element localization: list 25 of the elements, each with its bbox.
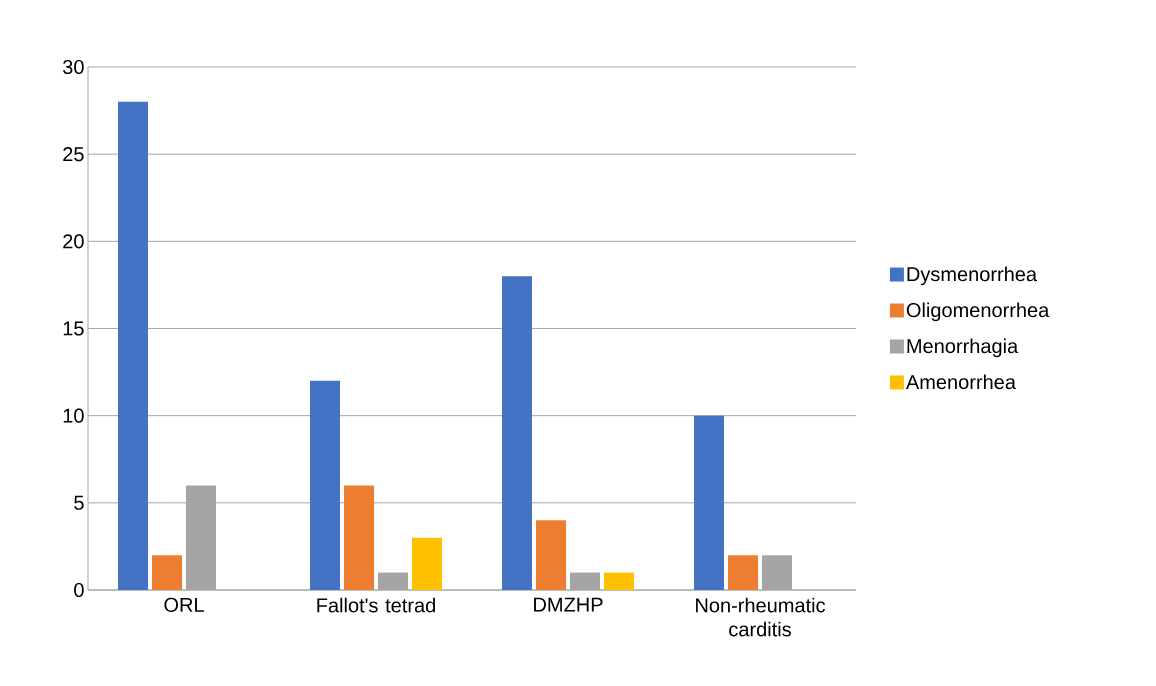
bar — [152, 555, 182, 590]
bar — [118, 101, 148, 590]
y-tick-label: 0 — [74, 582, 84, 598]
bar — [728, 555, 759, 590]
x-tick-label: ORL — [164, 597, 204, 612]
x-tick-label: DMZHP — [534, 597, 603, 612]
y-tick-label: 10 — [63, 408, 84, 423]
y-tick-label: 5 — [74, 495, 84, 510]
bar — [344, 485, 374, 590]
y-tick-label: 20 — [63, 234, 84, 249]
bar — [310, 380, 340, 590]
bar — [604, 572, 635, 590]
y-tick-label: 30 — [63, 59, 84, 75]
bar — [412, 537, 442, 590]
bar — [694, 415, 725, 590]
x-tick-label: Fallot's tetrad — [317, 597, 435, 613]
y-tick-label: 25 — [63, 147, 84, 162]
bar — [536, 520, 567, 590]
legend-label: Amenorrhea — [905, 374, 1016, 390]
legend-label: Oligomenorrhea — [906, 302, 1050, 322]
x-tick-label: Non-rheumatic carditis — [696, 597, 826, 637]
y-tick-label: 15 — [63, 321, 84, 336]
bar — [502, 276, 532, 590]
legend-label: Menorrhagia — [907, 338, 1019, 358]
legend-label: Dysmenorrhea — [907, 266, 1038, 286]
